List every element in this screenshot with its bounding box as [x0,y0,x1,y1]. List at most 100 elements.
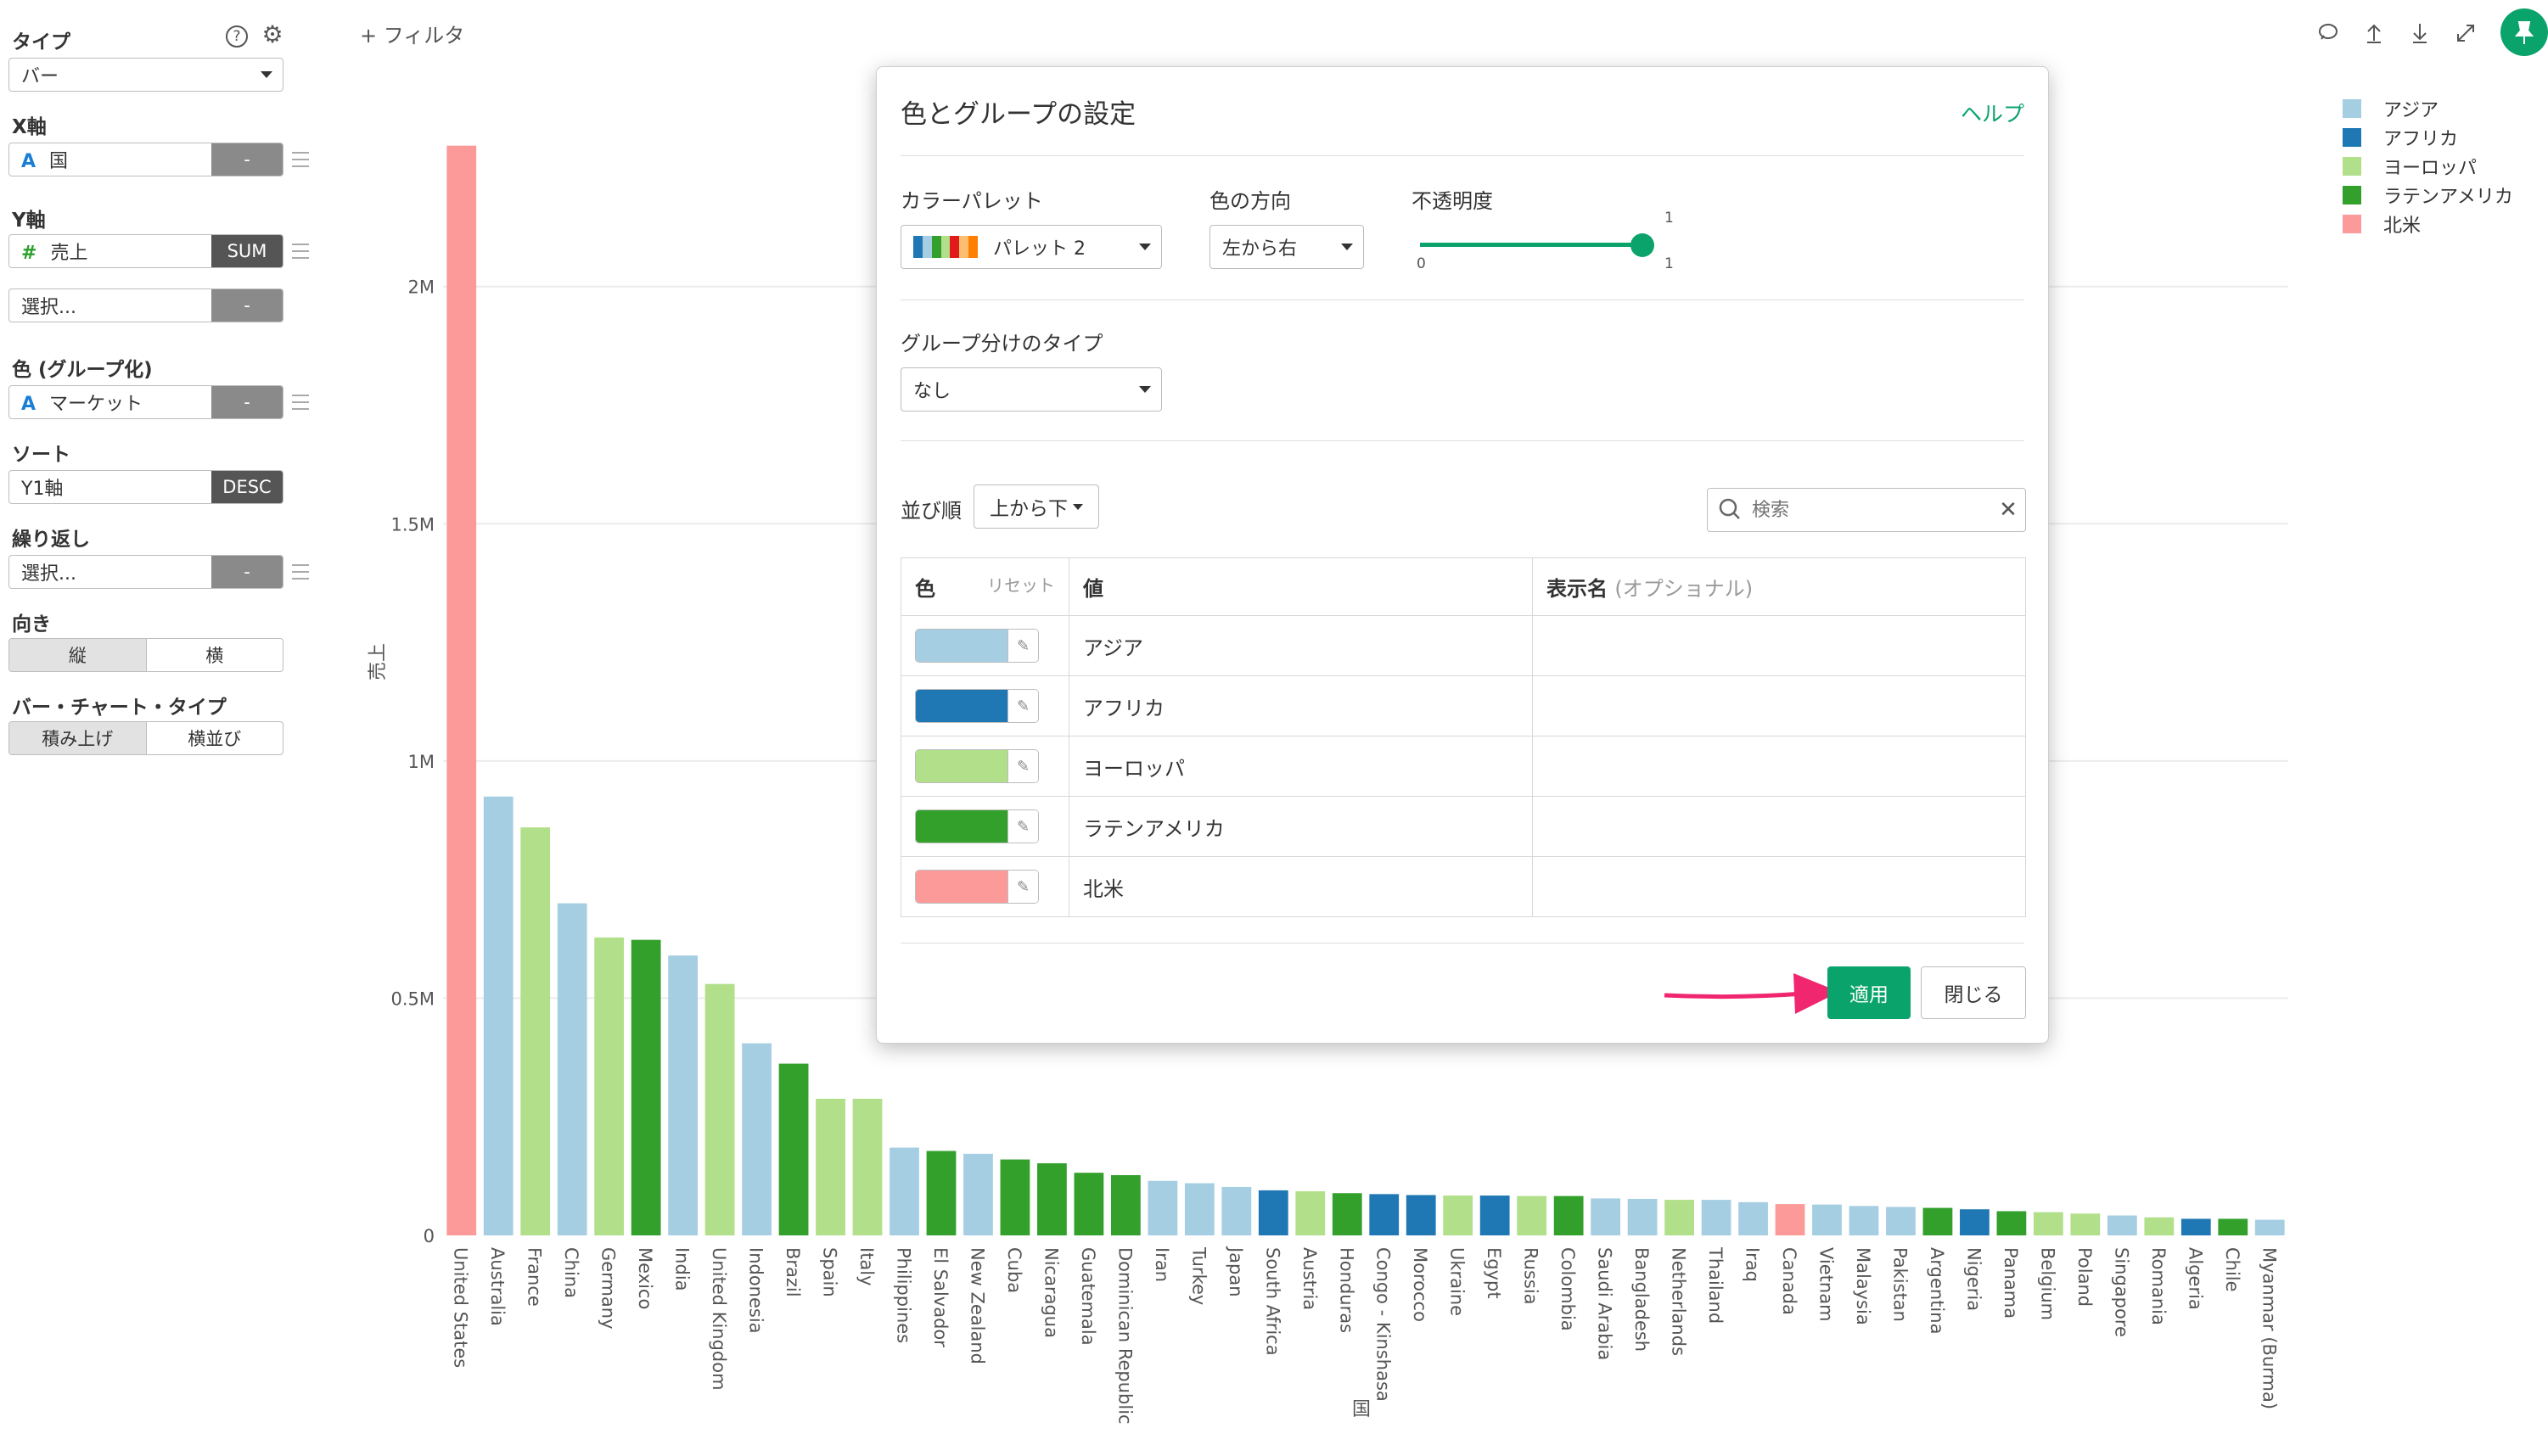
bar[interactable] [1886,1207,1916,1235]
bar[interactable] [704,983,735,1235]
y-axis-extra-button[interactable]: - [211,289,283,322]
bar[interactable] [963,1153,993,1235]
bar-type-stacked-option[interactable]: 積み上げ [9,722,146,754]
bar[interactable] [2033,1212,2063,1235]
color-field[interactable]: A マーケット - [8,385,283,419]
bar[interactable] [1591,1198,1621,1235]
help-icon[interactable]: ? [226,25,248,48]
sort-field[interactable]: Y1軸 DESC [8,470,283,504]
bar[interactable] [2070,1213,2101,1235]
bar[interactable] [2107,1215,2137,1235]
pencil-icon[interactable]: ✎ [1007,750,1038,782]
bar[interactable] [594,937,625,1235]
color-picker[interactable]: ✎ [915,629,1039,663]
color-menu-icon[interactable] [292,395,309,410]
bar[interactable] [1295,1191,1326,1235]
bar[interactable] [1110,1174,1141,1235]
bar[interactable] [1517,1196,1547,1235]
bar[interactable] [1996,1211,2027,1235]
search-box[interactable]: ✕ [1707,488,2026,532]
close-button[interactable]: 閉じる [1921,966,2026,1019]
bar[interactable] [1922,1207,1953,1235]
palette-select[interactable]: パレット 2 [901,225,1162,269]
bar[interactable] [557,903,587,1235]
direction-select[interactable]: 左から右 [1209,225,1364,269]
color-picker[interactable]: ✎ [915,809,1039,843]
y-axis-sum-button[interactable]: SUM [211,235,283,267]
bar[interactable] [1369,1194,1400,1235]
x-axis-aggregate-button[interactable]: - [211,143,283,176]
bar[interactable] [1443,1196,1473,1235]
reset-link[interactable]: リセット [987,575,1055,596]
display-name-cell[interactable] [1532,675,2026,736]
bar[interactable] [778,1063,809,1235]
download-icon[interactable] [2405,19,2434,48]
orientation-horizontal-option[interactable]: 横 [145,639,283,671]
y-axis-extra-field[interactable]: 選択... - [8,288,283,322]
bar[interactable] [483,796,514,1235]
display-name-cell[interactable] [1532,615,2026,676]
bar[interactable] [1553,1196,1584,1235]
bar-type-side-by-side-option[interactable]: 横並び [145,722,283,754]
legend-item-europe[interactable]: ヨーロッパ [2343,154,2477,179]
apply-button[interactable]: 適用 [1827,966,1911,1019]
bar[interactable] [1738,1201,1768,1235]
bar[interactable] [1775,1204,1805,1235]
bar[interactable] [1148,1180,1178,1235]
clear-search-icon[interactable]: ✕ [1999,497,2018,523]
help-link[interactable]: ヘルプ [1960,102,2024,126]
expand-icon[interactable] [2451,19,2480,48]
bar[interactable] [1258,1190,1288,1235]
opacity-slider[interactable] [1420,243,1642,247]
bar[interactable] [2218,1218,2248,1235]
comment-icon[interactable] [2314,19,2343,48]
bar[interactable] [631,939,661,1235]
bar[interactable] [1960,1209,1990,1235]
y-axis-menu-icon[interactable] [292,244,309,259]
orientation-vertical-option[interactable]: 縦 [9,639,146,671]
display-name-cell[interactable] [1532,856,2026,917]
search-input[interactable] [1752,499,1991,521]
bar[interactable] [1221,1186,1252,1235]
chart-type-select[interactable]: バー [8,58,283,92]
legend-item-asia[interactable]: アジア [2343,96,2439,121]
y-axis-field[interactable]: # 売上 SUM [8,234,283,268]
group-type-select[interactable]: なし [901,367,1162,412]
pencil-icon[interactable]: ✎ [1007,871,1038,903]
bar[interactable] [890,1147,919,1235]
bar[interactable] [1627,1198,1658,1235]
bar[interactable] [1406,1195,1436,1235]
legend-item-africa[interactable]: アフリカ [2343,125,2458,150]
pencil-icon[interactable]: ✎ [1007,690,1038,722]
bar[interactable] [1184,1183,1215,1235]
display-name-cell[interactable] [1532,736,2026,797]
color-picker[interactable]: ✎ [915,689,1039,723]
bar[interactable] [1332,1193,1362,1235]
add-filter-button[interactable]: + フィルタ [360,24,465,48]
bar[interactable] [816,1098,845,1235]
bar[interactable] [1037,1163,1067,1235]
bar[interactable] [1479,1196,1510,1235]
bar[interactable] [2254,1219,2285,1235]
bar[interactable] [2144,1217,2175,1235]
pencil-icon[interactable]: ✎ [1007,630,1038,662]
repeat-button[interactable]: - [211,556,283,588]
bar[interactable] [668,955,699,1235]
legend-item-north-america[interactable]: 北米 [2343,211,2421,237]
sort-desc-button[interactable]: DESC [211,471,283,503]
bar[interactable] [1849,1206,1879,1235]
color-picker[interactable]: ✎ [915,749,1039,783]
bar[interactable] [1701,1200,1731,1235]
upload-icon[interactable] [2360,19,2388,48]
display-name-cell[interactable] [1532,796,2026,857]
opacity-slider-handle[interactable] [1630,233,1654,257]
color-field-button[interactable]: - [211,386,283,418]
x-axis-menu-icon[interactable] [292,152,309,167]
bar[interactable] [1000,1159,1030,1235]
bar[interactable] [742,1043,772,1235]
bar[interactable] [926,1151,957,1235]
bar[interactable] [1812,1204,1842,1235]
pin-icon[interactable] [2500,8,2548,56]
order-dropdown[interactable]: 上から下 [974,484,1099,529]
